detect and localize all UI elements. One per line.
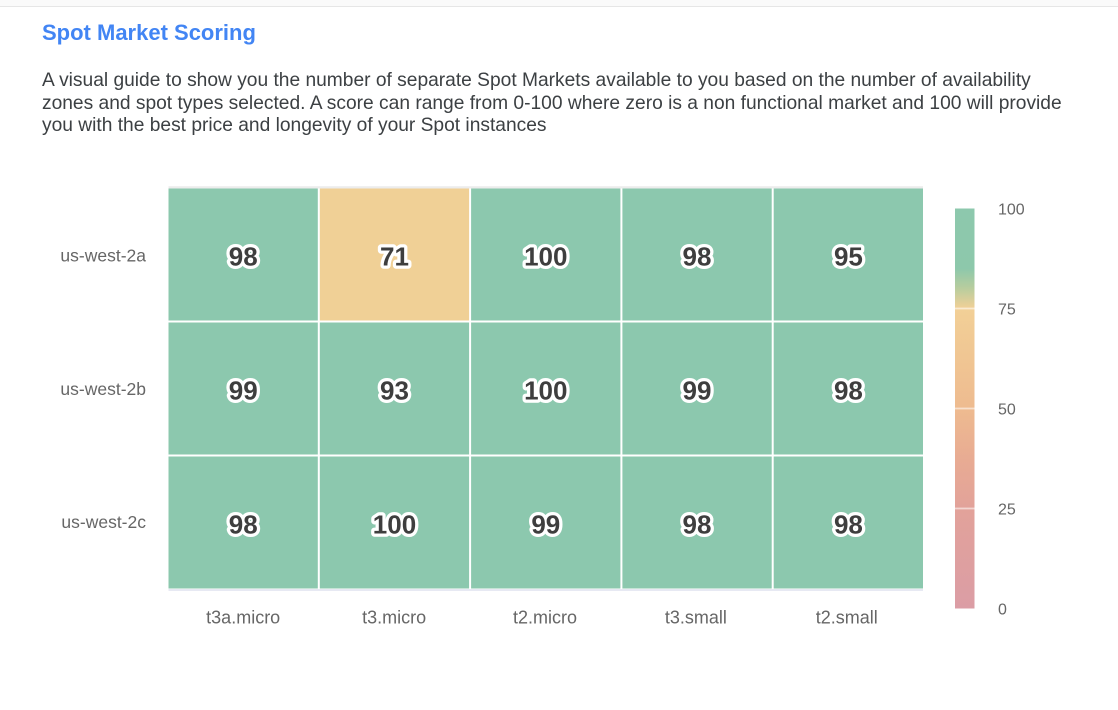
svg-text:t3a.micro: t3a.micro: [206, 608, 280, 628]
svg-text:100: 100: [373, 510, 416, 540]
svg-text:99: 99: [229, 376, 258, 406]
svg-text:0: 0: [998, 602, 1007, 619]
svg-text:98: 98: [683, 242, 712, 272]
svg-text:t3.small: t3.small: [665, 608, 727, 628]
svg-text:98: 98: [229, 510, 258, 540]
svg-text:50: 50: [998, 402, 1016, 419]
svg-text:us-west-2c: us-west-2c: [61, 512, 146, 532]
svg-text:t2.micro: t2.micro: [513, 608, 577, 628]
svg-text:25: 25: [998, 502, 1016, 519]
svg-text:71: 71: [380, 242, 409, 272]
svg-text:100: 100: [524, 242, 567, 272]
svg-text:98: 98: [834, 510, 863, 540]
svg-text:100: 100: [998, 202, 1025, 219]
svg-text:us-west-2a: us-west-2a: [60, 246, 146, 266]
svg-text:99: 99: [531, 510, 560, 540]
svg-text:t2.small: t2.small: [816, 608, 878, 628]
svg-text:75: 75: [998, 302, 1016, 319]
svg-text:100: 100: [524, 376, 567, 406]
svg-text:98: 98: [229, 242, 258, 272]
svg-text:t3.micro: t3.micro: [362, 608, 426, 628]
svg-text:98: 98: [683, 510, 712, 540]
svg-text:93: 93: [380, 376, 409, 406]
svg-text:95: 95: [834, 242, 863, 272]
svg-text:99: 99: [683, 376, 712, 406]
svg-text:98: 98: [834, 376, 863, 406]
svg-text:us-west-2b: us-west-2b: [60, 379, 146, 399]
